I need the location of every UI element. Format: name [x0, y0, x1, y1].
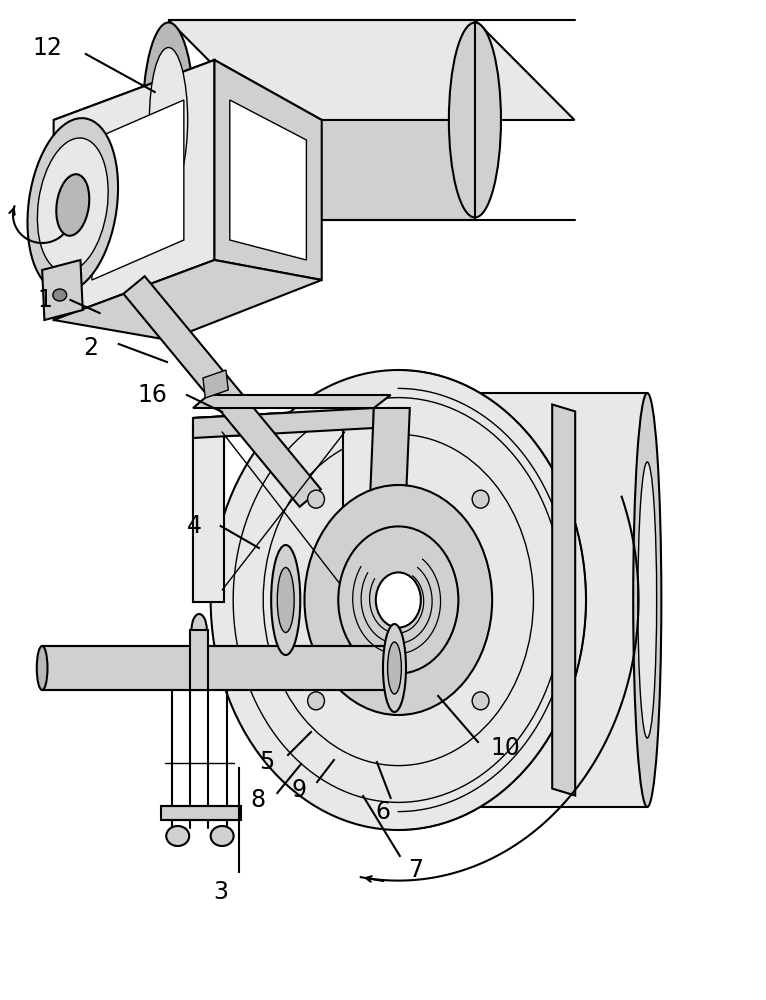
Ellipse shape: [149, 47, 188, 192]
Ellipse shape: [449, 22, 501, 218]
Ellipse shape: [376, 572, 421, 628]
Text: 9: 9: [291, 778, 306, 802]
Ellipse shape: [339, 526, 458, 674]
Ellipse shape: [638, 462, 656, 738]
Ellipse shape: [305, 485, 492, 715]
Ellipse shape: [472, 692, 489, 710]
Ellipse shape: [37, 646, 47, 690]
Text: 8: 8: [250, 788, 265, 812]
Text: 5: 5: [259, 750, 274, 774]
Polygon shape: [343, 408, 374, 592]
Ellipse shape: [211, 826, 234, 846]
Polygon shape: [161, 806, 241, 820]
Polygon shape: [169, 20, 574, 120]
Text: 16: 16: [137, 383, 167, 407]
Polygon shape: [54, 60, 322, 180]
Ellipse shape: [383, 624, 406, 712]
Text: 3: 3: [213, 880, 228, 904]
Ellipse shape: [633, 393, 661, 807]
Text: 7: 7: [408, 858, 424, 882]
Ellipse shape: [28, 118, 118, 292]
Polygon shape: [203, 370, 228, 398]
Polygon shape: [169, 120, 475, 220]
Polygon shape: [193, 418, 224, 602]
Text: 4: 4: [186, 514, 201, 538]
Polygon shape: [54, 260, 322, 340]
Polygon shape: [190, 630, 208, 690]
Polygon shape: [193, 395, 391, 408]
Text: 12: 12: [33, 36, 63, 60]
Text: 6: 6: [375, 800, 391, 824]
Ellipse shape: [277, 568, 294, 633]
Polygon shape: [123, 276, 321, 507]
Ellipse shape: [233, 398, 564, 802]
Ellipse shape: [192, 614, 207, 646]
Ellipse shape: [308, 490, 325, 508]
Polygon shape: [421, 393, 647, 807]
Ellipse shape: [308, 692, 325, 710]
Polygon shape: [54, 60, 214, 320]
Text: 1: 1: [38, 288, 52, 312]
Polygon shape: [230, 100, 306, 260]
Ellipse shape: [264, 434, 533, 766]
Ellipse shape: [472, 490, 489, 508]
Polygon shape: [42, 260, 83, 320]
Polygon shape: [366, 408, 410, 592]
Ellipse shape: [271, 545, 300, 655]
Polygon shape: [193, 408, 374, 438]
Ellipse shape: [166, 826, 189, 846]
Text: 10: 10: [490, 736, 520, 760]
Polygon shape: [214, 60, 322, 280]
Text: 2: 2: [83, 336, 98, 360]
Polygon shape: [92, 100, 184, 280]
Ellipse shape: [388, 642, 401, 694]
Ellipse shape: [211, 370, 586, 830]
Ellipse shape: [38, 138, 108, 272]
Ellipse shape: [53, 289, 67, 301]
Polygon shape: [552, 404, 575, 796]
Ellipse shape: [56, 174, 90, 236]
Polygon shape: [42, 646, 402, 690]
Ellipse shape: [142, 22, 195, 218]
